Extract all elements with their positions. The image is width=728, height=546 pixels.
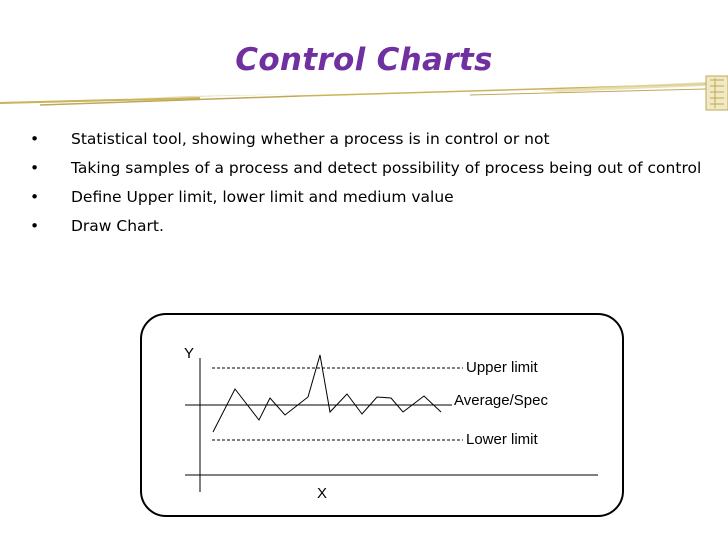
bullet-dot: • <box>30 217 40 235</box>
bullet-item: • Taking samples of a process and detect … <box>30 157 710 179</box>
bullet-item: • Draw Chart. <box>30 215 710 237</box>
bullet-dot: • <box>30 188 40 206</box>
header-decoration <box>0 75 728 111</box>
bullet-dot: • <box>30 130 40 148</box>
average-label: Average/Spec <box>454 392 548 409</box>
bullet-dot: • <box>30 159 40 177</box>
bullet-text: Define Upper limit, lower limit and medi… <box>71 188 454 206</box>
x-axis-label: X <box>317 485 328 502</box>
bullet-item: • Statistical tool, showing whether a pro… <box>30 128 710 150</box>
slide-title: Control Charts <box>235 42 493 78</box>
bullet-text: Taking samples of a process and detect p… <box>71 159 702 177</box>
bullet-item: • Define Upper limit, lower limit and med… <box>30 186 710 208</box>
bullet-list: • Statistical tool, showing whether a pro… <box>30 128 710 244</box>
process-sample-line <box>212 354 442 433</box>
lower-limit-label: Lower limit <box>466 431 538 448</box>
diagram-frame <box>140 313 624 517</box>
bullet-text: Statistical tool, showing whether a proc… <box>71 130 550 148</box>
bullet-text: Draw Chart. <box>71 217 164 235</box>
y-axis-label: Y <box>184 345 195 362</box>
upper-limit-label: Upper limit <box>466 359 538 376</box>
